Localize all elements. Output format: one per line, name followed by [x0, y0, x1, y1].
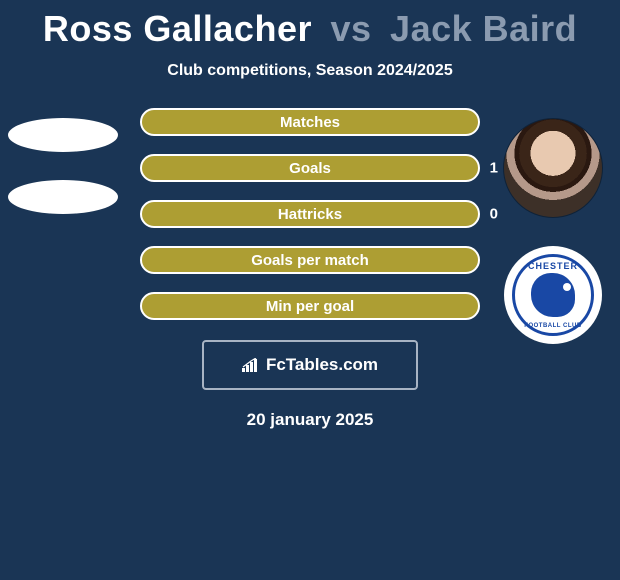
vs-label: vs — [330, 8, 371, 49]
stat-row-gpm: Goals per match — [140, 246, 480, 274]
brand-box[interactable]: FcTables.com — [202, 340, 418, 390]
stat-row-mpg: Min per goal — [140, 292, 480, 320]
chart-icon — [242, 358, 260, 372]
stat-bar: Min per goal — [140, 292, 480, 320]
stat-bar: Hattricks — [140, 200, 480, 228]
player2-avatar — [503, 118, 603, 218]
stat-row-goals: Goals 1 — [140, 154, 480, 182]
club-name-top: CHESTER — [528, 261, 578, 271]
player2-name: Jack Baird — [390, 8, 577, 49]
stat-label: Matches — [280, 114, 340, 131]
player2-column: CHESTER FOOTBALL CLUB — [498, 118, 608, 344]
page-title: Ross Gallacher vs Jack Baird — [0, 8, 620, 50]
stat-value-right: 1 — [490, 160, 498, 177]
stat-label: Goals — [289, 160, 331, 177]
player1-club-placeholder — [8, 180, 118, 214]
player1-column — [8, 118, 118, 214]
page: Ross Gallacher vs Jack Baird Club compet… — [0, 0, 620, 430]
date-label: 20 january 2025 — [0, 410, 620, 430]
player1-name: Ross Gallacher — [43, 8, 312, 49]
stat-label: Goals per match — [251, 252, 369, 269]
subtitle: Club competitions, Season 2024/2025 — [0, 62, 620, 80]
stat-bar: Goals per match — [140, 246, 480, 274]
player1-avatar-placeholder — [8, 118, 118, 152]
player2-club-badge: CHESTER FOOTBALL CLUB — [504, 246, 602, 344]
stat-row-matches: Matches — [140, 108, 480, 136]
stat-bar: Matches — [140, 108, 480, 136]
stat-row-hattricks: Hattricks 0 — [140, 200, 480, 228]
club-name-bottom: FOOTBALL CLUB — [524, 323, 581, 329]
stats-list: Matches Goals 1 Hattricks 0 Goals per ma… — [140, 108, 480, 320]
stat-label: Hattricks — [278, 206, 342, 223]
club-lion-icon — [531, 273, 575, 317]
brand-text: FcTables.com — [266, 355, 378, 375]
stat-bar: Goals — [140, 154, 480, 182]
club-badge-ring: CHESTER FOOTBALL CLUB — [512, 254, 594, 336]
stat-value-right: 0 — [490, 206, 498, 223]
stat-label: Min per goal — [266, 298, 354, 315]
